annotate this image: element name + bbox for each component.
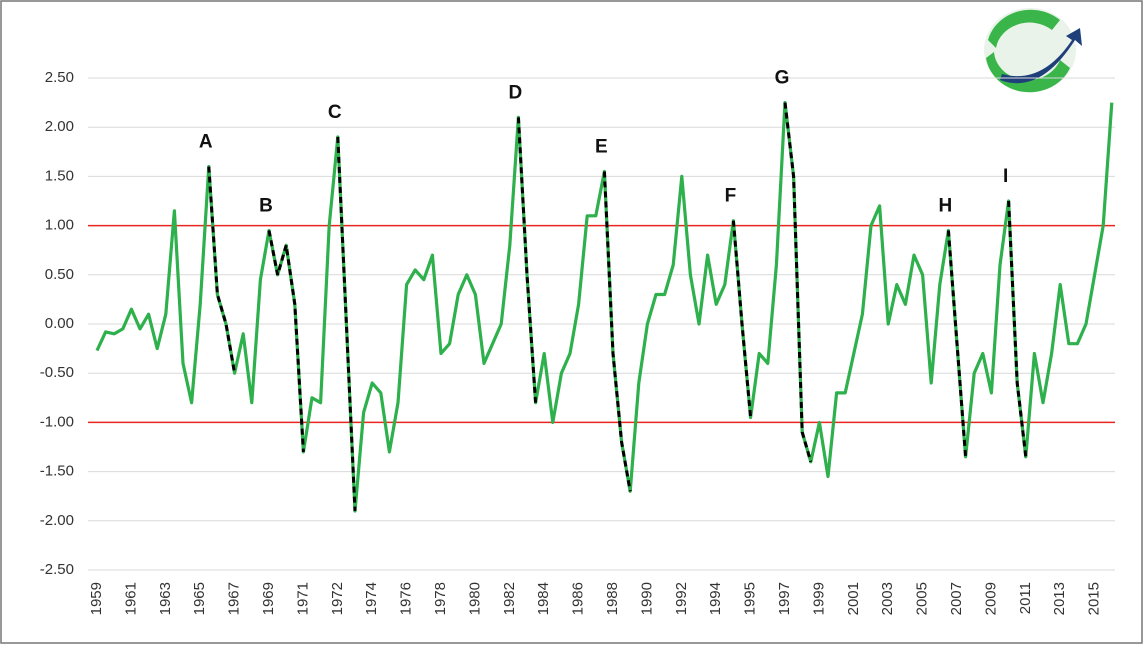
y-tick-label: -1.50: [40, 463, 74, 480]
dashed-decline: [516, 117, 538, 403]
x-tick-label: 1972: [329, 582, 346, 615]
x-tick-label: 1986: [570, 582, 587, 615]
peak-label: A: [199, 132, 213, 153]
peak-label: D: [509, 82, 523, 103]
x-tick-label: 1961: [122, 582, 139, 615]
x-tick-label: 2011: [1017, 582, 1034, 614]
x-tick-label: 1992: [673, 582, 690, 615]
dashed-decline: [1007, 200, 1028, 457]
y-tick-label: 0.00: [45, 315, 74, 332]
dashed-decline: [336, 136, 357, 512]
y-tick-label: 2.00: [45, 118, 74, 135]
x-tick-label: 1999: [810, 582, 827, 615]
x-tick-label: 2015: [1086, 582, 1103, 615]
dashed-decline: [207, 166, 237, 374]
x-tick-label: 1965: [191, 582, 208, 615]
peak-label: I: [1003, 166, 1008, 187]
x-tick-label: 1963: [157, 582, 174, 615]
y-tick-label: -1.00: [40, 413, 74, 430]
x-tick-label: 1959: [88, 582, 105, 615]
dashed-decline: [783, 102, 813, 463]
dashed-decline: [602, 171, 632, 492]
x-tick-label: 2005: [914, 582, 931, 615]
peak-label: B: [259, 196, 273, 217]
y-tick-label: -2.00: [40, 512, 74, 529]
y-tick-label: -2.50: [40, 561, 74, 578]
peak-label: F: [725, 186, 737, 207]
x-tick-label: 1994: [707, 582, 724, 615]
x-tick-label: 1967: [226, 582, 243, 615]
dashed-decline: [267, 230, 305, 452]
x-tick-label: 1976: [398, 582, 415, 615]
x-tick-label: 1969: [260, 582, 277, 615]
x-tick-label: 2009: [982, 582, 999, 615]
peak-label: E: [595, 136, 608, 157]
y-tick-label: 1.50: [45, 167, 74, 184]
x-tick-label: 1982: [501, 582, 518, 615]
x-tick-label: 1995: [742, 582, 759, 615]
logo: [984, 8, 1082, 93]
dashed-decline: [731, 220, 753, 418]
x-tick-label: 1984: [535, 582, 552, 615]
x-tick-label: 2013: [1051, 582, 1068, 615]
x-tick-label: 1990: [638, 582, 655, 615]
y-tick-label: 0.50: [45, 266, 74, 283]
peak-label: G: [775, 68, 790, 89]
x-tick-label: 2001: [845, 582, 862, 615]
x-tick-label: 1978: [432, 582, 449, 615]
x-tick-label: 1988: [604, 582, 621, 615]
x-tick-label: 2007: [948, 582, 965, 615]
peak-label: C: [328, 102, 342, 123]
x-tick-label: 1980: [466, 582, 483, 615]
x-tick-label: 1971: [294, 582, 311, 615]
x-tick-label: 1997: [776, 582, 793, 615]
peak-label: H: [939, 196, 953, 217]
dashed-decline: [946, 230, 968, 457]
y-tick-label: -0.50: [40, 364, 74, 381]
y-tick-label: 2.50: [45, 69, 74, 86]
x-tick-label: 1974: [363, 582, 380, 615]
x-tick-label: 2003: [879, 582, 896, 615]
y-tick-label: 1.00: [45, 217, 74, 234]
